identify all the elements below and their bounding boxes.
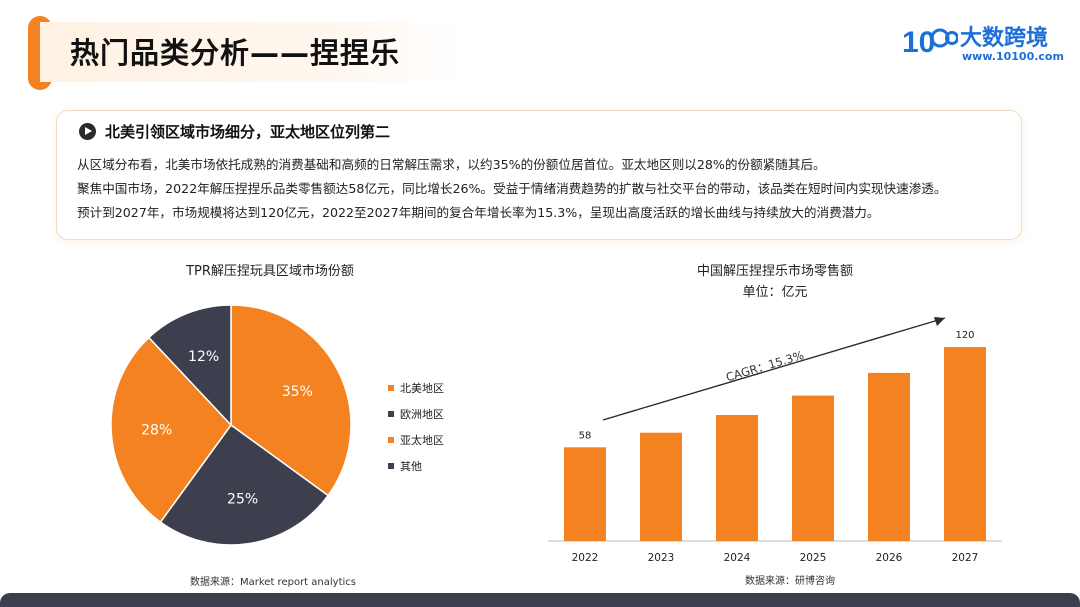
bar [564,447,606,541]
pie-slice-label: 25% [227,492,258,508]
legend-swatch [388,385,394,391]
play-icon [79,123,96,140]
pie-slice-label: 35% [282,384,313,400]
page-title: 热门品类分析——捏捏乐 [70,36,401,70]
pie-slice [159,423,330,546]
pie-chart: 35% 25% 28% 12% [110,304,352,546]
pie-slice-label: 28% [141,423,172,439]
legend-label: 其他 [400,460,422,473]
bar-chart: 2022 58 2023 2024 2025 2026 2027 120 [548,330,1002,564]
x-tick-label: 2024 [724,552,751,564]
pie-chart-title: TPR解压捏玩具区域市场份额 [185,263,354,279]
bar-source-note: 数据来源：研博咨询 [745,576,835,587]
pie-source-note: 数据来源：Market report analytics [190,577,356,588]
bar [640,432,682,541]
pie-slice [147,304,232,427]
x-tick-label: 2022 [572,552,599,564]
x-tick-label: 2023 [648,552,675,564]
footer-bar [0,593,1080,607]
summary-heading-text: 北美引领区域市场细分，亚太地区位列第二 [105,123,391,141]
cagr-annotation: CAGR：15.3% [724,348,805,384]
bar [716,415,758,541]
brand-logo[interactable]: 10 大数跨境 www.10100.com [900,16,1070,66]
logo-url: www.10100.com [962,50,1064,63]
bar [868,372,910,541]
trend-arrow [602,317,946,421]
summary-card: 北美引领区域市场细分，亚太地区位列第二 从区域分布看，北美市场依托成熟的消费基础… [56,110,1022,240]
pie-slice [110,336,232,524]
bar-chart-subtitle: 单位：亿元 [742,285,807,300]
summary-heading: 北美引领区域市场细分，亚太地区位列第二 [79,121,390,142]
legend-swatch [388,463,394,469]
pie-slice [230,304,352,497]
bar-chart-title: 中国解压捏捏乐市场零售额 [697,263,853,279]
bar-data-label: 120 [955,330,974,341]
legend-label: 欧洲地区 [400,408,444,421]
bar [944,347,986,541]
legend-swatch [388,411,394,417]
pie-slice-label: 12% [188,349,219,365]
x-tick-label: 2027 [952,552,979,564]
logo-mark-icon: 10 [902,26,959,59]
trend-arrow-head [934,317,945,326]
x-tick-label: 2026 [876,552,903,564]
summary-paragraph: 预计到2027年，市场规模将达到120亿元，2022至2027年期间的复合年增长… [77,205,880,220]
bar-data-label: 58 [579,430,592,441]
legend-label: 亚太地区 [400,434,444,447]
title-band [40,22,460,82]
logo-mark-text: 10 [902,26,935,59]
x-tick-label: 2025 [800,552,827,564]
logo-name: 大数跨境 [960,26,1049,51]
legend-swatch [388,437,394,443]
legend-label: 北美地区 [400,382,444,395]
summary-paragraph: 从区域分布看，北美市场依托成熟的消费基础和高频的日常解压需求，以约35%的份额位… [77,157,826,172]
bar [792,395,834,541]
summary-paragraph: 聚焦中国市场，2022年解压捏捏乐品类零售额达58亿元，同比增长26%。受益于情… [77,181,947,196]
